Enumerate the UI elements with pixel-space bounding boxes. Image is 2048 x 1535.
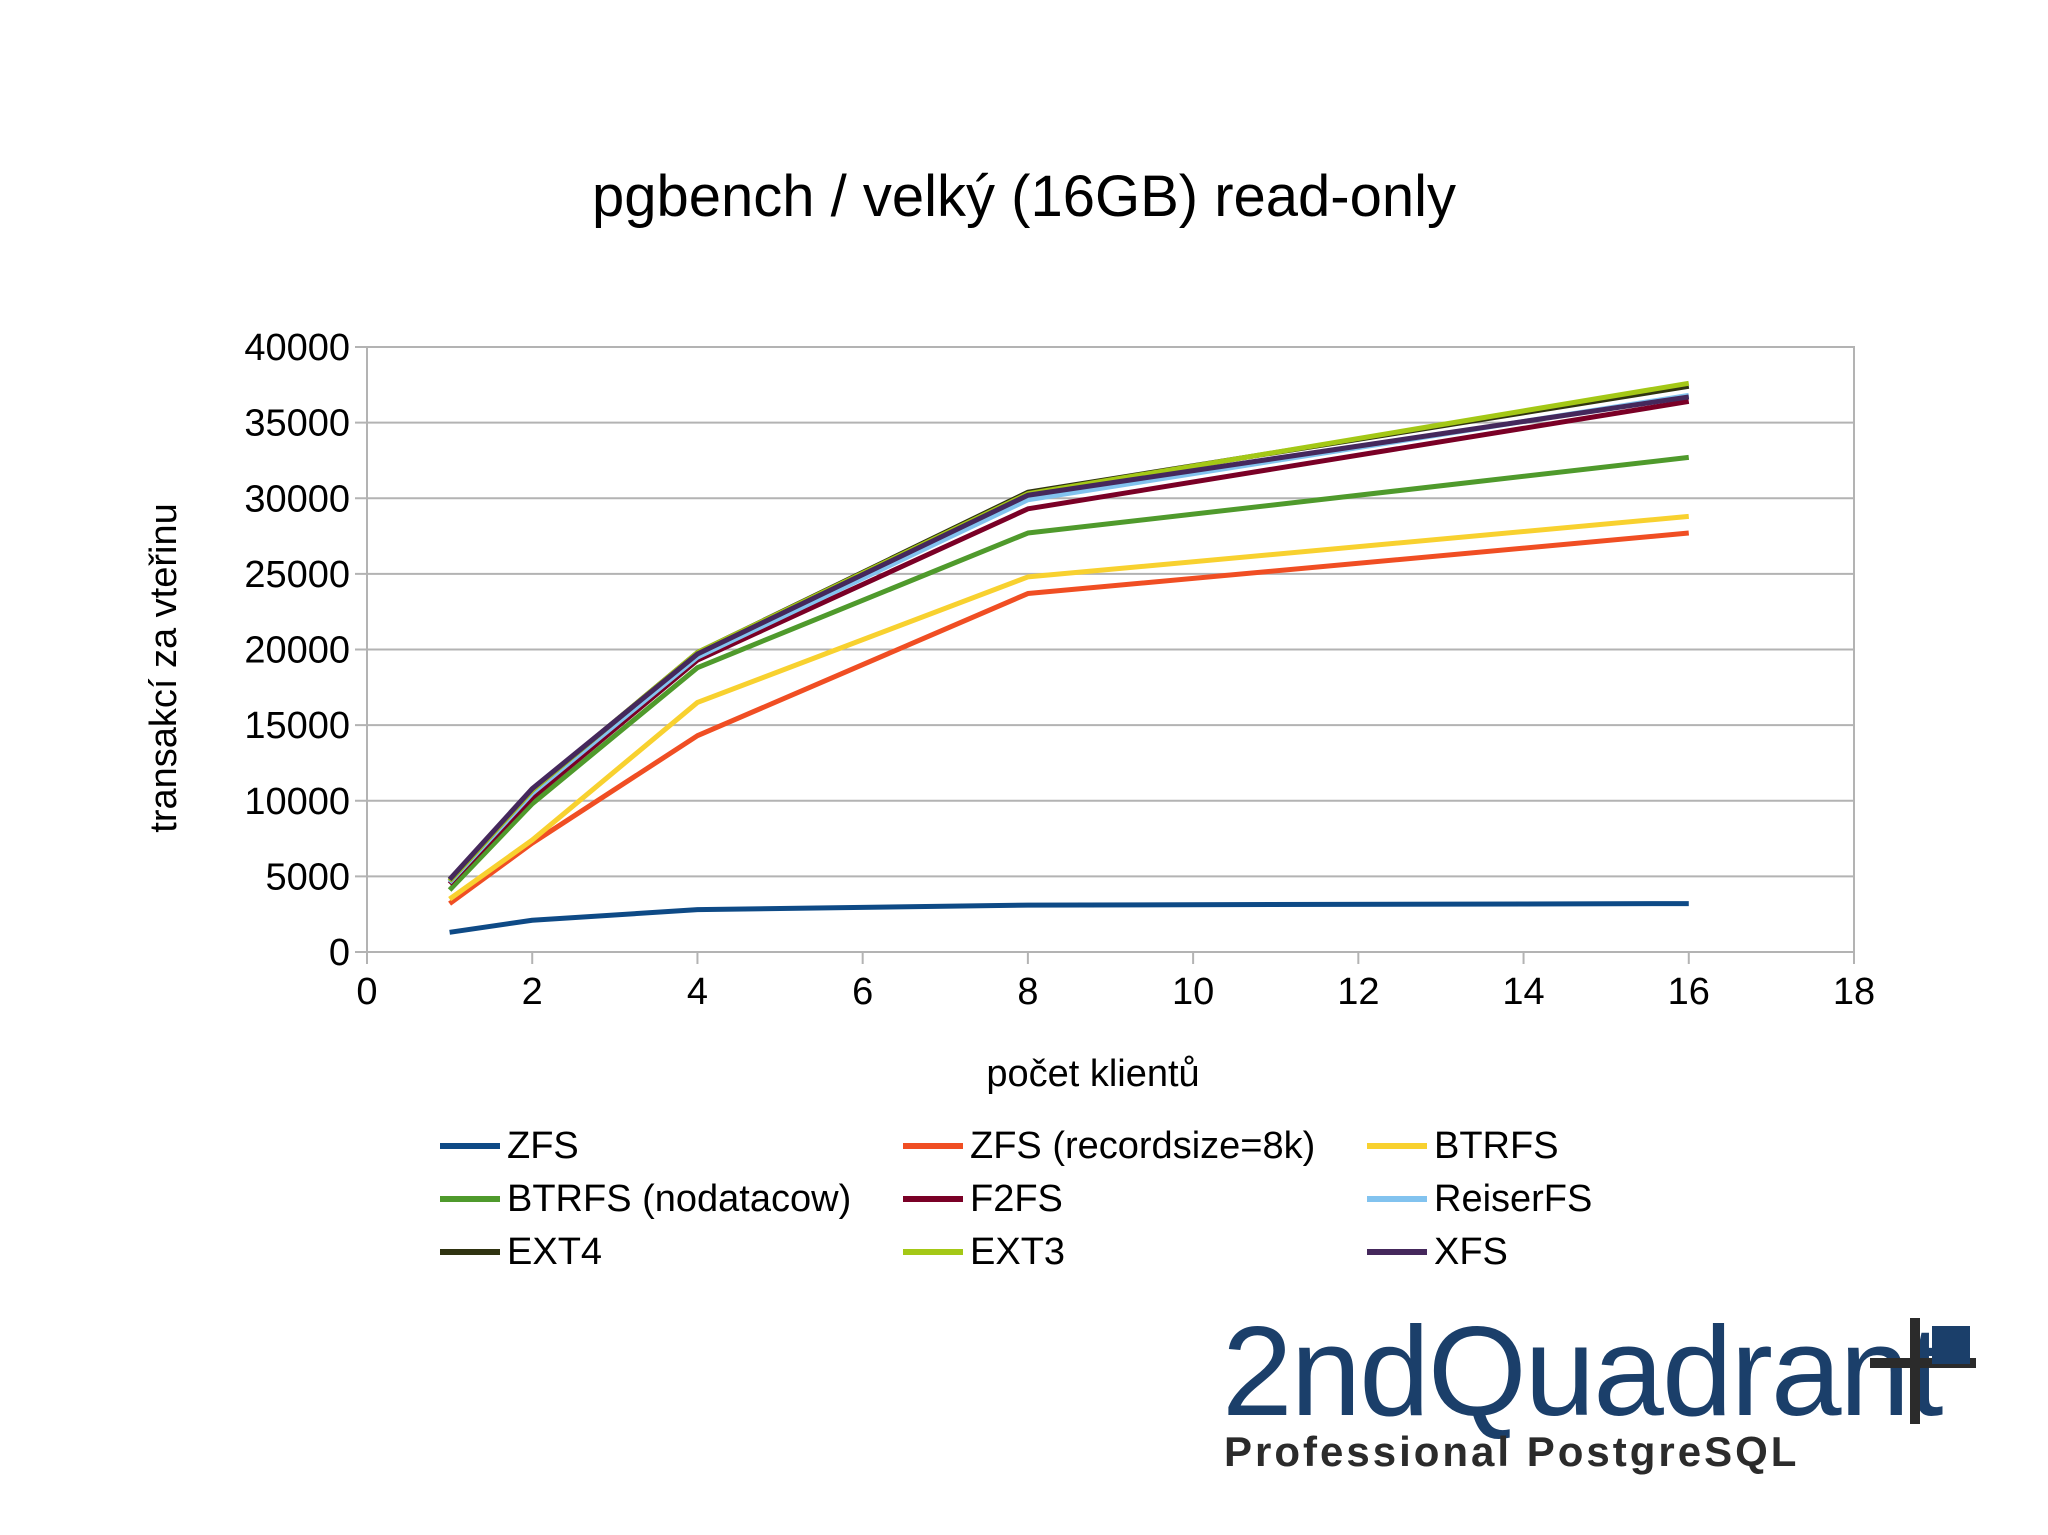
x-tick-label: 12 [1337, 971, 1379, 1013]
x-tick-label: 14 [1502, 971, 1544, 1013]
series-line-reiserfs [447, 392, 1690, 885]
y-tick-label: 15000 [244, 705, 350, 747]
x-tick-label: 8 [1017, 971, 1038, 1013]
series-line-f2fs [447, 398, 1690, 886]
legend-label: XFS [1434, 1230, 1508, 1273]
x-tick-label: 18 [1833, 971, 1875, 1013]
logo-wordmark: 2ndQuadrant [1222, 1300, 1943, 1442]
y-axis-label: transakcí za vteřinu [143, 503, 185, 832]
y-tick-labels: 0 5000 10000 15000 20000 25000 30000 35000 40000 [244, 327, 350, 974]
legend-label: BTRFS [1434, 1124, 1559, 1167]
y-tick-label: 20000 [244, 630, 350, 672]
company-logo: 2ndQuadrant Professional PostgreSQL [1222, 1308, 1982, 1478]
legend-item: BTRFS [1367, 1123, 1559, 1169]
plus-square-icon [1870, 1318, 1976, 1424]
x-tick-label: 16 [1668, 971, 1710, 1013]
y-tick-label: 40000 [244, 327, 350, 369]
legend-label: F2FS [970, 1177, 1063, 1220]
x-tick-label: 4 [687, 971, 708, 1013]
x-tick-label: 10 [1172, 971, 1214, 1013]
legend-item: ReiserFS [1367, 1176, 1592, 1222]
x-tick-label: 6 [852, 971, 873, 1013]
series-line-ext4 [447, 383, 1690, 883]
y-tick-label: 35000 [244, 403, 350, 445]
gridlines [355, 346, 1855, 964]
series-line-ext3 [447, 380, 1690, 883]
series-line-btrfs [448, 513, 1690, 902]
logo-tagline: Professional PostgreSQL [1224, 1428, 1800, 1475]
legend-swatch [1367, 1196, 1427, 1202]
legend-label: EXT3 [970, 1230, 1066, 1273]
legend-swatch [903, 1249, 963, 1255]
legend-swatch [903, 1196, 963, 1202]
legend-item: EXT3 [903, 1229, 1065, 1275]
y-tick-label: 5000 [265, 856, 350, 898]
series-line-btrfs-nodatacow [447, 454, 1690, 892]
x-tick-label: 2 [522, 971, 543, 1013]
legend-item: F2FS [903, 1176, 1063, 1222]
legend-swatch [1367, 1143, 1427, 1149]
chart-title: pgbench / velký (16GB) read-only [592, 164, 1456, 229]
y-tick-label: 30000 [244, 478, 350, 520]
legend-swatch [903, 1143, 963, 1149]
series-line-zfs-recordsize-8k [448, 530, 1690, 906]
legend-label: ZFS [507, 1124, 579, 1167]
x-tick-labels: 0 2 4 6 8 10 12 14 16 18 [356, 971, 1875, 1013]
legend-item: XFS [1367, 1229, 1508, 1275]
y-tick-label: 10000 [244, 781, 350, 823]
legend-label: BTRFS (nodatacow) [507, 1177, 852, 1220]
legend-swatch [440, 1249, 500, 1255]
x-axis-label: počet klientů [986, 1053, 1199, 1095]
legend-label: ZFS (recordsize=8k) [970, 1124, 1316, 1167]
legend-swatch [1367, 1249, 1427, 1255]
y-tick-label: 25000 [244, 554, 350, 596]
y-tick-label: 0 [329, 932, 350, 974]
series-line-zfs [449, 901, 1689, 935]
legend-item: ZFS [440, 1123, 579, 1169]
legend-swatch [440, 1196, 500, 1202]
legend-label: ReiserFS [1434, 1177, 1593, 1220]
legend-item: BTRFS (nodatacow) [440, 1176, 851, 1222]
legend-item: EXT4 [440, 1229, 602, 1275]
legend-item: ZFS (recordsize=8k) [903, 1123, 1315, 1169]
legend-swatch [440, 1143, 500, 1149]
series-lines [447, 380, 1690, 935]
legend-label: EXT4 [507, 1230, 603, 1273]
x-tick-label: 0 [356, 971, 377, 1013]
series-line-xfs [447, 394, 1690, 882]
plot-area-border [366, 346, 1855, 953]
